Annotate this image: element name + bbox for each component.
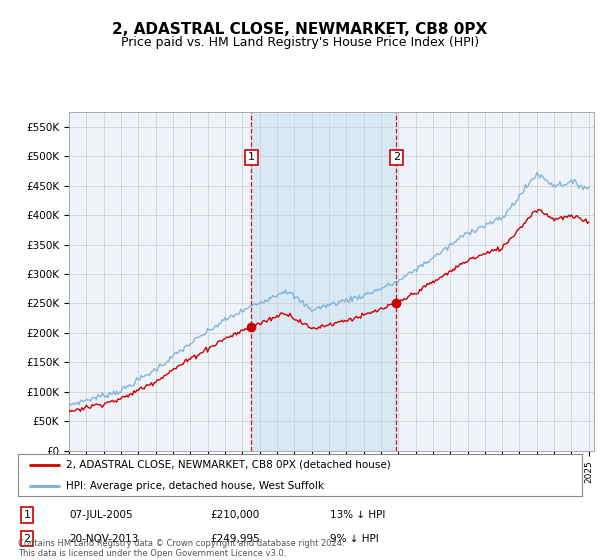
Text: 20-NOV-2013: 20-NOV-2013 — [69, 534, 139, 544]
Text: 1: 1 — [248, 152, 255, 162]
Text: HPI: Average price, detached house, West Suffolk: HPI: Average price, detached house, West… — [66, 481, 324, 491]
Text: Price paid vs. HM Land Registry's House Price Index (HPI): Price paid vs. HM Land Registry's House … — [121, 36, 479, 49]
Text: 13% ↓ HPI: 13% ↓ HPI — [330, 510, 385, 520]
Text: 9% ↓ HPI: 9% ↓ HPI — [330, 534, 379, 544]
Text: 2: 2 — [23, 534, 31, 544]
Text: 2, ADASTRAL CLOSE, NEWMARKET, CB8 0PX (detached house): 2, ADASTRAL CLOSE, NEWMARKET, CB8 0PX (d… — [66, 460, 391, 470]
Text: £249,995: £249,995 — [210, 534, 260, 544]
Text: 1: 1 — [23, 510, 31, 520]
Text: Contains HM Land Registry data © Crown copyright and database right 2024.
This d: Contains HM Land Registry data © Crown c… — [18, 539, 344, 558]
Text: 2, ADASTRAL CLOSE, NEWMARKET, CB8 0PX: 2, ADASTRAL CLOSE, NEWMARKET, CB8 0PX — [112, 22, 488, 38]
Text: 07-JUL-2005: 07-JUL-2005 — [69, 510, 133, 520]
Text: £210,000: £210,000 — [210, 510, 259, 520]
Text: 2: 2 — [393, 152, 400, 162]
Bar — [251, 112, 397, 451]
